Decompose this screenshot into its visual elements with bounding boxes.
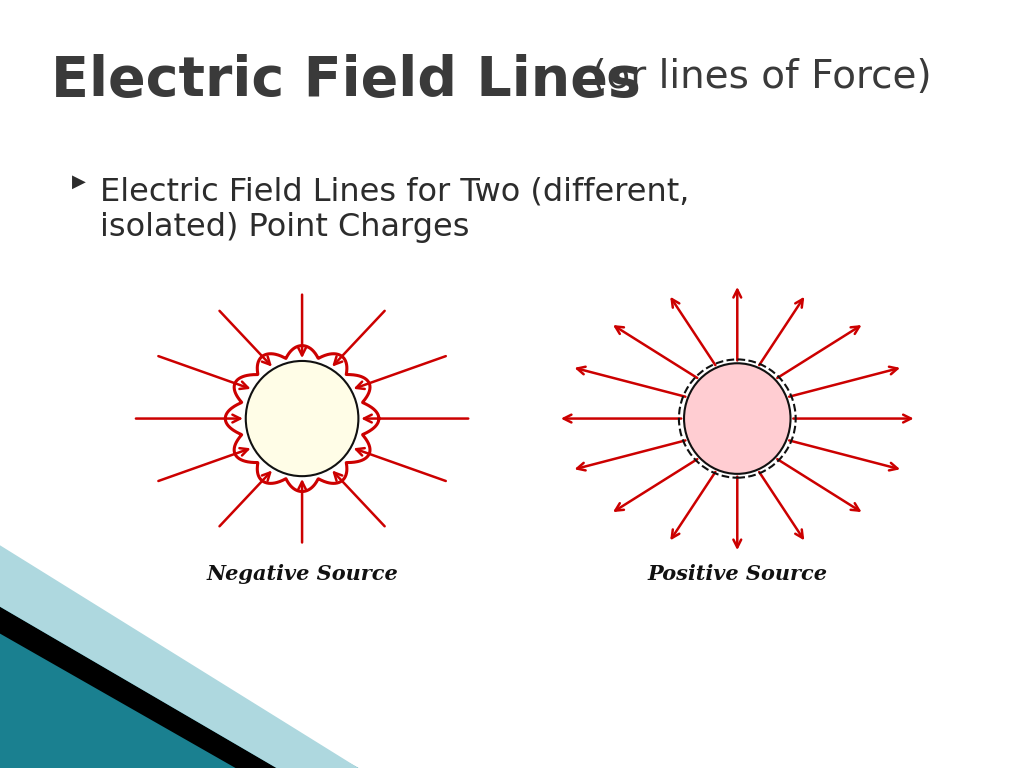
Text: ▶: ▶ [72, 173, 86, 190]
Text: Electric Field Lines for Two (different,
isolated) Point Charges: Electric Field Lines for Two (different,… [100, 177, 690, 243]
Text: (or lines of Force): (or lines of Force) [579, 58, 931, 95]
Text: Positive Source: Positive Source [647, 564, 827, 584]
Polygon shape [0, 607, 276, 768]
Polygon shape [0, 576, 358, 768]
Ellipse shape [246, 361, 358, 476]
Text: Negative Source: Negative Source [206, 564, 398, 584]
Polygon shape [0, 545, 358, 768]
Ellipse shape [684, 363, 791, 474]
Text: Electric Field Lines: Electric Field Lines [51, 54, 641, 108]
